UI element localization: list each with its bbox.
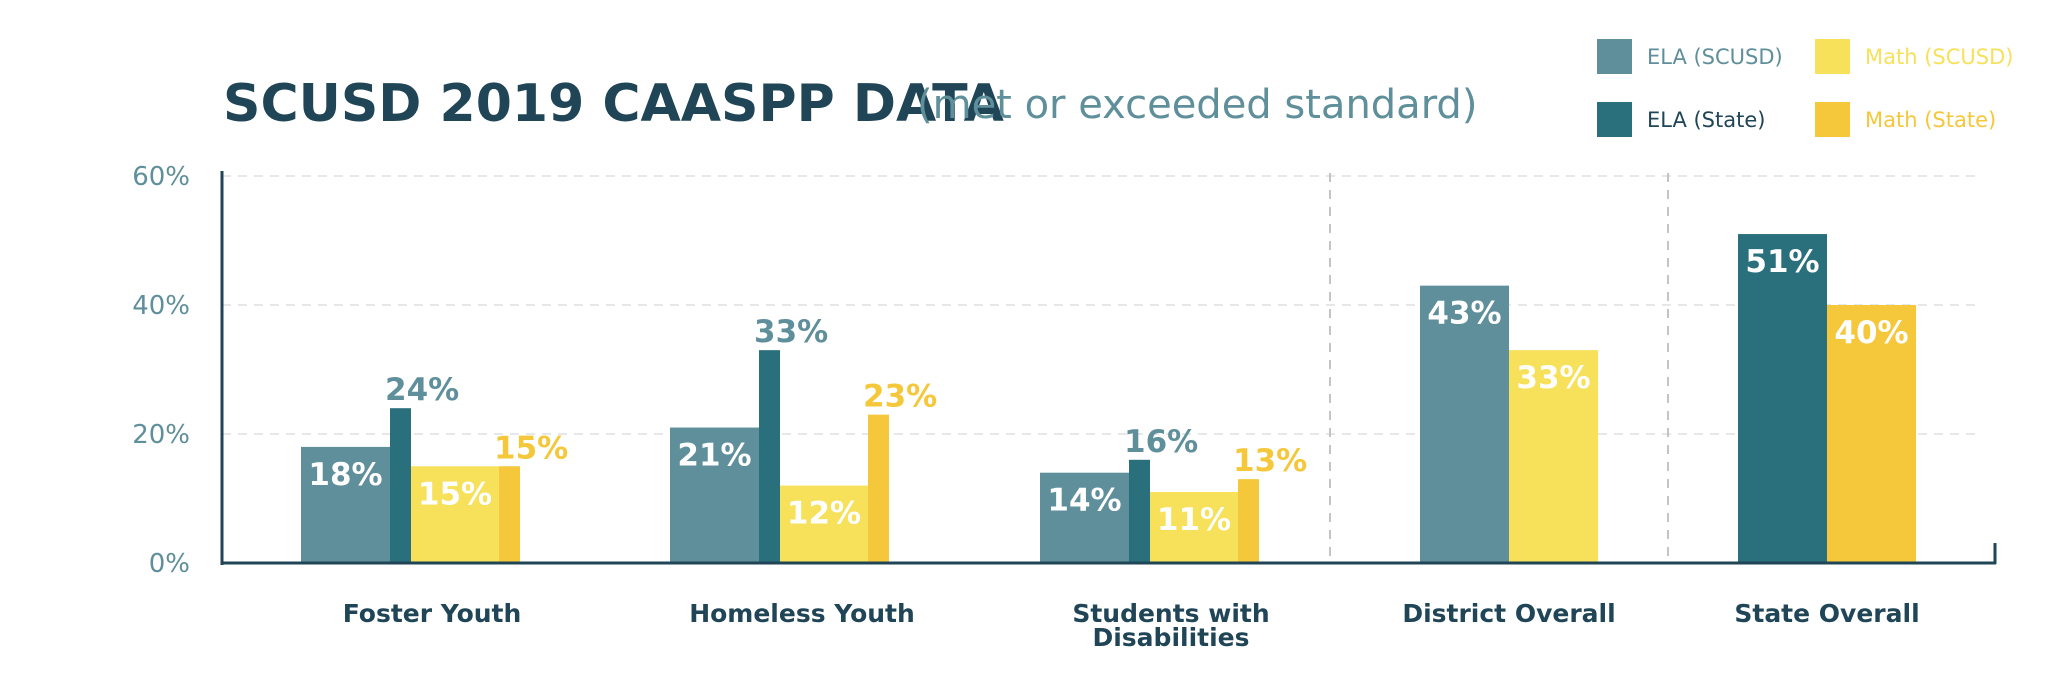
bar-ela-scusd: [1040, 472, 1129, 563]
data-label: 33%: [754, 314, 828, 350]
y-tick-label: 20%: [132, 420, 190, 450]
bars: [301, 234, 1916, 564]
legend: ELA (SCUSD) ELA (State) Math (SCUSD) Math (…: [1597, 39, 2013, 137]
data-label: 15%: [494, 430, 568, 466]
bar-math-state: [1827, 305, 1916, 563]
category-label: Students with: [1072, 599, 1269, 628]
y-tick-label: 40%: [132, 291, 190, 321]
category-label: State Overall: [1734, 599, 1919, 628]
category-label: Disabilities: [1092, 623, 1249, 652]
bar-ela-scusd: [301, 446, 390, 563]
category-label: Homeless Youth: [689, 599, 915, 628]
bar-math-state: [499, 466, 520, 563]
data-label: 16%: [1124, 424, 1198, 460]
group-separators: [1329, 173, 1669, 563]
bar-ela-scusd: [1420, 285, 1509, 563]
data-label: 15%: [418, 476, 492, 512]
data-label: 40%: [1834, 315, 1908, 351]
legend-label: ELA (SCUSD): [1647, 45, 1783, 69]
category-label: District Overall: [1402, 599, 1615, 628]
legend-swatch: [1815, 102, 1850, 137]
chart-title: SCUSD 2019 CAASPP DATA: [223, 74, 1004, 134]
bar-math-state: [1238, 479, 1259, 563]
bar-math-state: [868, 414, 889, 563]
legend-swatch: [1597, 39, 1632, 74]
legend-label: Math (SCUSD): [1865, 45, 2013, 69]
chart-subtitle: (met or exceeded standard): [917, 82, 1477, 128]
data-label: 23%: [863, 379, 937, 415]
bar-ela-state: [1738, 234, 1827, 564]
y-tick-labels: 0% 20% 40% 60%: [132, 162, 190, 579]
bar-ela-scusd: [670, 427, 759, 563]
category-labels: Foster Youth Homeless Youth Students withD…: [343, 599, 1920, 652]
bar-math-scusd: [780, 485, 868, 563]
y-tick-label: 0%: [149, 549, 190, 579]
data-label: 24%: [385, 372, 459, 408]
y-tick-label: 60%: [132, 162, 190, 192]
data-label: 13%: [1233, 443, 1307, 479]
bar-math-scusd: [1509, 350, 1598, 563]
legend-swatch: [1597, 102, 1632, 137]
legend-label: Math (State): [1865, 108, 1996, 132]
data-label: 12%: [787, 496, 861, 532]
legend-swatch: [1815, 39, 1850, 74]
data-labels: 18% 24% 15%15% 21% 33% 12% 23% 14%16% 11%13% 43% 3…: [308, 244, 1908, 538]
data-label: 21%: [677, 438, 751, 474]
axes: [220, 171, 1997, 565]
bar-math-scusd: [411, 466, 499, 563]
data-label: 11%: [1157, 502, 1231, 538]
bar-ela-state: [759, 350, 780, 563]
data-label: 43%: [1427, 296, 1501, 332]
data-label: 51%: [1745, 244, 1819, 280]
data-label: 18%: [308, 457, 382, 493]
gridlines: [222, 175, 1975, 435]
data-label: 14%: [1047, 483, 1121, 519]
bar-math-scusd: [1150, 492, 1238, 563]
category-label: Foster Youth: [343, 599, 522, 628]
bar-ela-state: [390, 408, 411, 563]
data-label: 33%: [1516, 360, 1590, 396]
legend-label: ELA (State): [1647, 108, 1765, 132]
bar-ela-state: [1129, 459, 1150, 563]
